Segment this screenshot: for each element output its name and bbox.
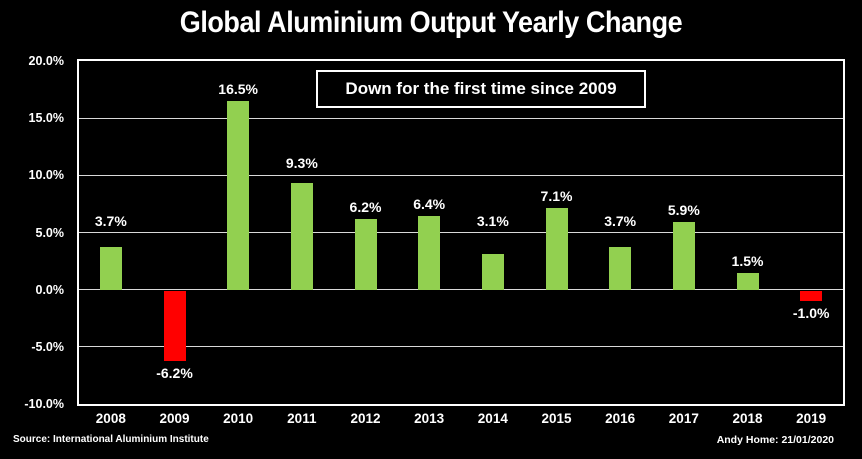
gridline — [79, 174, 843, 176]
gridline — [79, 232, 843, 233]
x-tick-label: 2018 — [732, 411, 763, 426]
bar-2017 — [672, 222, 695, 290]
y-tick-label: 15.0% — [28, 111, 64, 126]
gridline — [79, 346, 843, 348]
bar-2012 — [354, 218, 377, 290]
y-tick-label: -10.0% — [24, 397, 64, 411]
bar-value-label: 9.3% — [285, 155, 318, 172]
bar-value-label: 16.5% — [218, 81, 259, 98]
x-tick-label: 2008 — [95, 411, 126, 426]
plot-area: 3.7% -6.2% 16.5% 9.3% 6.2% 6.4% 3.1% 7.1% 3.7% 5.… — [77, 59, 845, 406]
y-tick-label: 10.0% — [28, 168, 64, 183]
bar-2011 — [290, 183, 313, 290]
x-tick-label: 2019 — [796, 411, 827, 426]
x-tick-label: 2013 — [414, 411, 445, 426]
y-tick-label: 0.0% — [35, 282, 65, 297]
y-tick-label: 20.0% — [28, 54, 64, 68]
bar-2008 — [99, 247, 122, 290]
y-tick-label: -5.0% — [31, 339, 64, 354]
bar-2014 — [481, 254, 504, 290]
x-tick-label: 2010 — [223, 411, 254, 426]
chart-title: Global Aluminium Output Yearly Change — [179, 6, 683, 39]
x-tick-label: 2015 — [541, 411, 572, 426]
x-tick-label: 2009 — [159, 411, 190, 426]
bar-value-label: 3.7% — [604, 212, 637, 229]
credit-note: Andy Home: 21/01/2020 — [716, 434, 834, 446]
x-tick-label: 2011 — [287, 411, 317, 426]
bar-2015 — [545, 208, 568, 290]
x-tick-label: 2017 — [668, 411, 699, 426]
bar-value-label: 1.5% — [731, 252, 764, 269]
bar-2019 — [800, 290, 823, 302]
bar-value-label: 7.1% — [540, 188, 573, 205]
gridline — [79, 289, 843, 291]
x-tick-label: 2012 — [350, 411, 381, 426]
source-note: Source: International Aluminium Institut… — [13, 434, 209, 445]
bar-2013 — [418, 216, 441, 290]
x-tick-label: 2014 — [477, 411, 508, 426]
bar-value-label: -1.0% — [792, 305, 830, 322]
bar-2010 — [227, 101, 250, 290]
annotation-box: Down for the first time since 2009 — [316, 70, 646, 108]
bar-2018 — [736, 272, 759, 290]
bar-value-label: 5.9% — [667, 202, 700, 219]
bar-value-label: -6.2% — [156, 364, 193, 381]
x-tick-label: 2016 — [605, 411, 636, 426]
bar-value-label: 6.4% — [413, 196, 446, 213]
gridline — [79, 117, 843, 119]
bar-2016 — [609, 247, 632, 290]
bar-value-label: 3.7% — [94, 212, 127, 229]
bar-value-label: 6.2% — [349, 198, 382, 215]
bar-2009 — [163, 290, 186, 361]
bar-value-label: 3.1% — [476, 212, 509, 229]
y-tick-label: 5.0% — [35, 225, 65, 240]
